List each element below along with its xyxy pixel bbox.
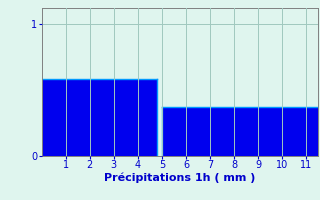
X-axis label: Précipitations 1h ( mm ): Précipitations 1h ( mm ) [104, 173, 256, 183]
